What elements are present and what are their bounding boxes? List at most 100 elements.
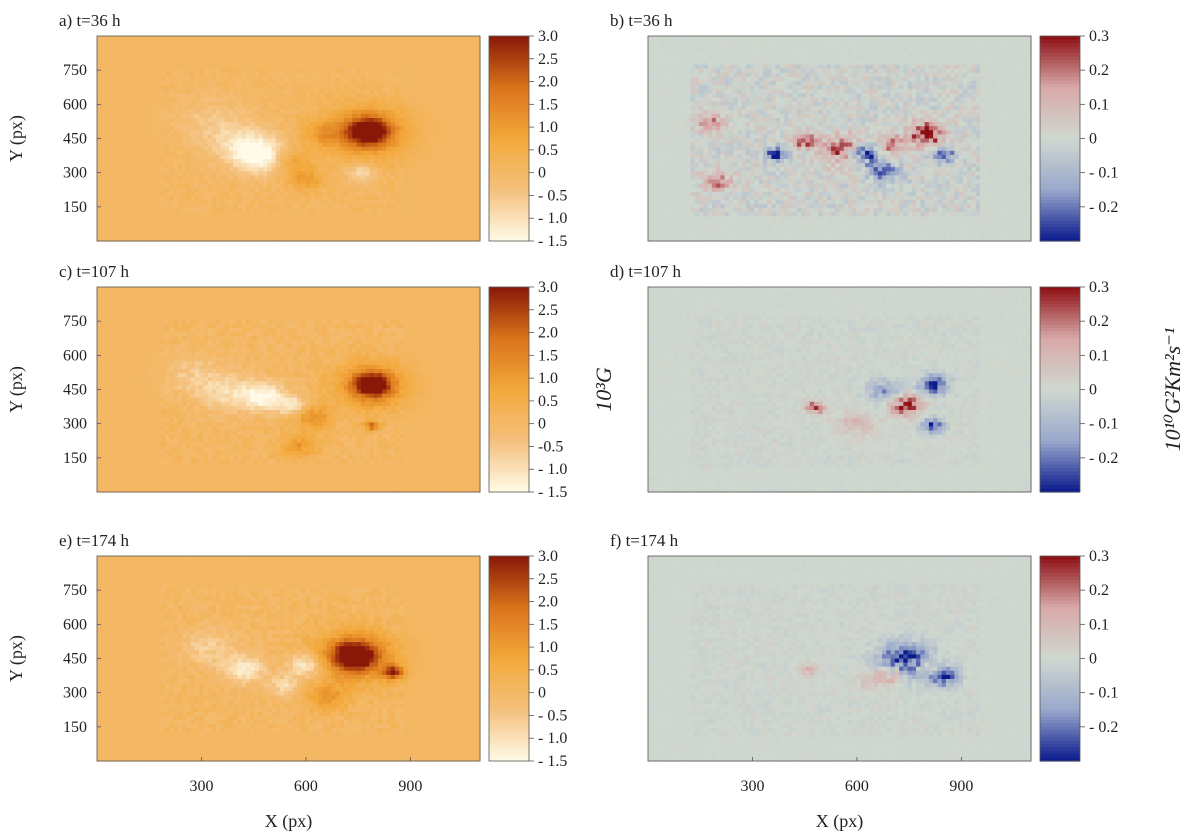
heatmap-cell — [445, 200, 451, 205]
heatmap-cell — [169, 163, 175, 168]
heatmap-cell — [305, 56, 311, 62]
heatmap-cell — [203, 224, 209, 230]
heatmap-cell — [399, 183, 404, 189]
heatmap-cell — [211, 60, 217, 66]
heatmap-cell — [471, 183, 477, 189]
heatmap-cell — [467, 183, 473, 189]
heatmap-cell — [207, 163, 213, 168]
heatmap-cell — [177, 48, 183, 53]
heatmap-cell — [173, 56, 179, 62]
heatmap-cell — [433, 81, 439, 86]
heatmap-cell — [428, 40, 434, 45]
heatmap-cell — [343, 175, 349, 181]
heatmap-cell — [331, 134, 336, 140]
heatmap-cell — [267, 44, 273, 49]
heatmap-cell — [109, 81, 115, 86]
heatmap-cell — [160, 220, 166, 226]
heatmap-cell — [305, 167, 311, 172]
heatmap-cell — [420, 171, 426, 176]
heatmap-cell — [169, 81, 175, 86]
heatmap-cell — [160, 159, 166, 164]
heatmap-cell — [165, 85, 170, 90]
heatmap-cell — [399, 200, 404, 205]
heatmap-cell — [139, 195, 145, 201]
heatmap-cell — [318, 138, 324, 144]
heatmap-cell — [382, 60, 387, 66]
heatmap-cell — [450, 68, 456, 74]
heatmap-cell — [262, 154, 268, 160]
heatmap-cell — [416, 236, 422, 242]
heatmap-cell — [369, 89, 375, 94]
heatmap-cell — [148, 93, 153, 99]
heatmap-cell — [326, 134, 332, 140]
heatmap-cell — [131, 224, 136, 230]
heatmap-cell — [445, 52, 451, 58]
heatmap-cell — [475, 179, 481, 185]
heatmap-cell — [203, 60, 209, 66]
colorbar-segment — [489, 176, 529, 181]
heatmap-cell — [220, 113, 226, 119]
heatmap-cell — [241, 236, 247, 242]
heatmap-cell — [424, 171, 430, 176]
heatmap-cell — [433, 72, 439, 78]
heatmap-cell — [288, 40, 294, 45]
heatmap-cell — [190, 89, 196, 94]
heatmap-cell — [369, 200, 375, 205]
heatmap-cell — [297, 138, 302, 144]
heatmap-cell — [941, 48, 947, 53]
heatmap-cell — [467, 208, 473, 213]
heatmap-cell — [211, 48, 217, 53]
heatmap-cell — [135, 44, 141, 49]
heatmap-cell — [211, 72, 217, 78]
heatmap-cell — [199, 179, 204, 185]
heatmap-cell — [475, 159, 481, 164]
heatmap-cell — [143, 77, 149, 82]
heatmap-cell — [450, 93, 456, 99]
heatmap-cell — [135, 187, 141, 193]
heatmap-cell — [148, 163, 153, 168]
heatmap-cell — [475, 85, 481, 90]
heatmap-cell — [143, 204, 149, 209]
heatmap-cell — [437, 72, 443, 78]
heatmap-cell — [279, 228, 285, 234]
heatmap-cell — [467, 224, 473, 230]
heatmap-cell — [271, 224, 277, 230]
heatmap-cell — [694, 44, 700, 49]
heatmap-cell — [737, 48, 743, 53]
heatmap-cell — [326, 130, 332, 135]
heatmap-cell — [245, 171, 251, 176]
heatmap-cell — [1018, 36, 1024, 41]
heatmap-cell — [241, 187, 247, 193]
heatmap-cell — [156, 212, 162, 217]
heatmap-cell — [131, 36, 136, 41]
heatmap-cell — [292, 118, 298, 123]
heatmap-cell — [288, 64, 294, 70]
heatmap-cell — [433, 64, 439, 70]
heatmap-cell — [369, 163, 375, 168]
heatmap-cell — [407, 72, 413, 78]
heatmap-cell — [475, 77, 481, 82]
heatmap-cell — [194, 118, 200, 123]
heatmap-cell — [122, 113, 128, 119]
heatmap-cell — [809, 36, 815, 41]
heatmap-cell — [331, 101, 336, 107]
heatmap-cell — [382, 212, 387, 217]
heatmap-cell — [267, 163, 273, 168]
heatmap-cell — [348, 130, 353, 135]
heatmap-cell — [352, 85, 358, 90]
heatmap-cell — [177, 138, 183, 144]
heatmap-cell — [275, 40, 281, 45]
heatmap-cell — [399, 44, 404, 49]
heatmap-cell — [467, 64, 473, 70]
heatmap-cell — [382, 72, 387, 78]
heatmap-cell — [203, 187, 209, 193]
heatmap-cell — [186, 191, 192, 197]
heatmap-cell — [403, 109, 409, 115]
heatmap-cell — [356, 60, 362, 66]
heatmap-cell — [390, 89, 396, 94]
heatmap-cell — [114, 40, 119, 45]
heatmap-cell — [241, 81, 247, 86]
heatmap-cell — [441, 208, 447, 213]
heatmap-cell — [245, 101, 251, 107]
heatmap-cell — [254, 138, 260, 144]
